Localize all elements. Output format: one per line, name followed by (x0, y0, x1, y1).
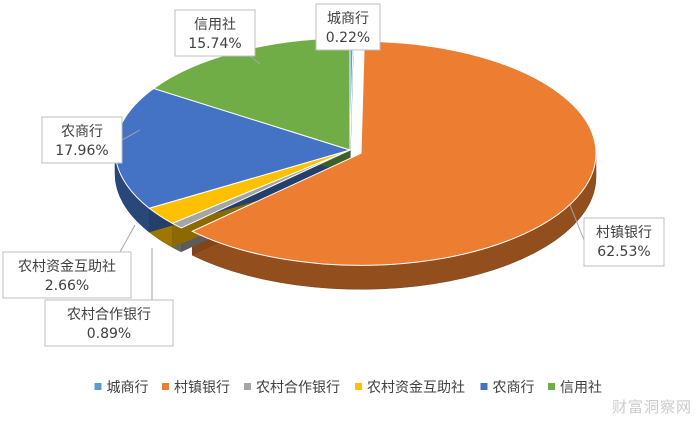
legend-label: 农村资金互助社 (367, 380, 465, 396)
legend-label: 信用社 (560, 380, 602, 396)
legend-swatch (355, 383, 362, 390)
data-label-value: 62.53% (597, 244, 650, 260)
data-label-5: 信用社 15.74% (174, 9, 256, 57)
data-label-category: 农村合作银行 (67, 307, 151, 323)
legend-label: 农商行 (493, 380, 535, 396)
data-label-value: 15.74% (188, 36, 241, 52)
data-labels: 城商行 0.22% 村镇银行 62.53% 农村合作银行 0.89% 农村资金互助社 2.66… (2, 3, 665, 347)
data-label-category: 村镇银行 (596, 225, 652, 241)
legend-swatch (244, 383, 251, 390)
data-label-value: 0.22% (326, 30, 370, 46)
data-label-category: 农商行 (61, 124, 103, 140)
watermark-text: 财富洞察网 (611, 398, 692, 416)
data-label-0: 城商行 0.22% (315, 3, 381, 51)
leader-line-4 (121, 129, 141, 141)
legend-item-3: 农村资金互助社 (355, 380, 465, 396)
data-label-value: 17.96% (55, 143, 108, 159)
data-label-category: 农村资金互助社 (18, 259, 116, 275)
data-label-2: 农村合作银行 0.89% (44, 299, 174, 347)
legend-swatch (480, 383, 488, 390)
data-label-4: 农商行 17.96% (41, 116, 123, 164)
legend-swatch (548, 383, 555, 390)
leader-line-3 (119, 224, 136, 253)
leader-line-1 (569, 204, 585, 241)
pie-slices (114, 37, 597, 266)
legend-label: 城商行 (107, 380, 149, 396)
legend-item-4: 农商行 (480, 380, 535, 396)
legend-swatch (94, 383, 102, 390)
legend-item-5: 信用社 (548, 380, 602, 396)
data-label-category: 信用社 (194, 17, 236, 33)
data-label-category: 城商行 (327, 11, 369, 27)
leader-line-5 (249, 55, 261, 65)
legend: 城商行 村镇银行 农村合作银行 农村资金互助社 农商行 信用社 (94, 380, 602, 396)
data-label-value: 2.66% (45, 278, 89, 294)
legend-label: 农村合作银行 (256, 380, 340, 396)
data-label-1: 村镇银行 62.53% (583, 217, 665, 267)
legend-item-0: 城商行 (94, 380, 149, 396)
legend-item-1: 村镇银行 (162, 380, 230, 396)
legend-label: 村镇银行 (174, 380, 230, 396)
legend-swatch (162, 383, 169, 390)
data-label-3: 农村资金互助社 2.66% (2, 251, 132, 299)
legend-item-2: 农村合作银行 (244, 380, 340, 396)
data-label-value: 0.89% (87, 326, 131, 342)
pie-slice-1 (191, 40, 597, 266)
